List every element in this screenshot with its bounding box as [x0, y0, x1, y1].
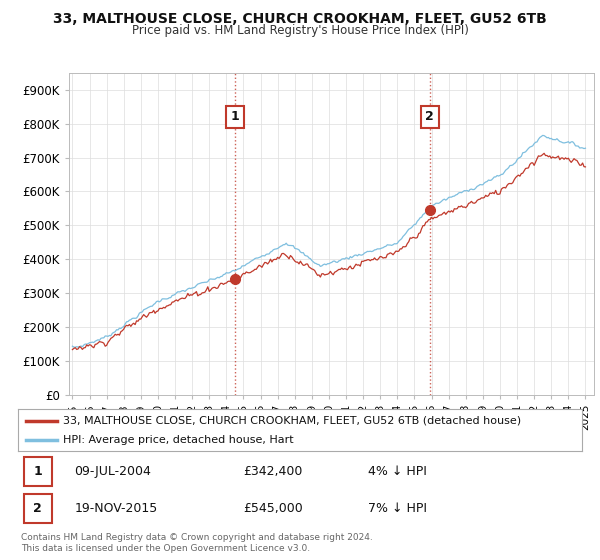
Text: 2: 2 — [425, 110, 434, 123]
Text: 1: 1 — [231, 110, 239, 123]
Text: 1: 1 — [34, 465, 42, 478]
Text: 33, MALTHOUSE CLOSE, CHURCH CROOKHAM, FLEET, GU52 6TB (detached house): 33, MALTHOUSE CLOSE, CHURCH CROOKHAM, FL… — [63, 416, 521, 426]
Text: 4% ↓ HPI: 4% ↓ HPI — [368, 465, 427, 478]
Text: 09-JUL-2004: 09-JUL-2004 — [74, 465, 151, 478]
Text: 2: 2 — [34, 502, 42, 515]
Text: £342,400: £342,400 — [244, 465, 303, 478]
Text: HPI: Average price, detached house, Hart: HPI: Average price, detached house, Hart — [63, 435, 294, 445]
Text: 33, MALTHOUSE CLOSE, CHURCH CROOKHAM, FLEET, GU52 6TB: 33, MALTHOUSE CLOSE, CHURCH CROOKHAM, FL… — [53, 12, 547, 26]
Text: Price paid vs. HM Land Registry's House Price Index (HPI): Price paid vs. HM Land Registry's House … — [131, 24, 469, 36]
Text: £545,000: £545,000 — [244, 502, 304, 515]
Text: Contains HM Land Registry data © Crown copyright and database right 2024.
This d: Contains HM Land Registry data © Crown c… — [21, 533, 373, 553]
Text: 19-NOV-2015: 19-NOV-2015 — [74, 502, 158, 515]
Text: 7% ↓ HPI: 7% ↓ HPI — [368, 502, 427, 515]
